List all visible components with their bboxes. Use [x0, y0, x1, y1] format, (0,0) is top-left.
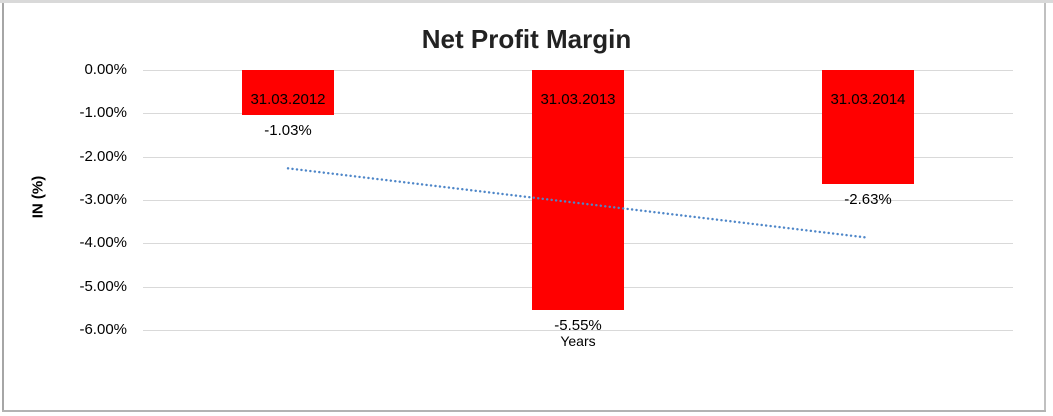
y-tick-label: -5.00% [79, 277, 127, 295]
bar-category-label: 31.03.2012 [250, 91, 326, 108]
bar-value-label: -5.55% [554, 317, 602, 335]
chart-border-bottom [2, 410, 1046, 412]
bar[interactable] [822, 70, 914, 184]
bar-category-label: 31.03.2014 [830, 91, 906, 108]
y-tick-label: -4.00% [79, 234, 127, 252]
bar-category-label: 31.03.2013 [540, 91, 616, 108]
bar[interactable] [242, 70, 334, 115]
chart-border-top [0, 0, 1053, 3]
gridline [143, 329, 1013, 331]
chart-border-right [1044, 3, 1046, 411]
chart-border-left [2, 3, 4, 411]
y-tick-label: -3.00% [79, 190, 127, 208]
y-tick-label: -6.00% [79, 320, 127, 338]
y-tick-label: -1.00% [79, 104, 127, 122]
y-tick-label: -2.00% [79, 147, 127, 165]
bar-value-label: -1.03% [264, 121, 312, 139]
x-axis-title: Years [560, 333, 596, 349]
chart-title: Net Profit Margin [421, 24, 632, 54]
bar-value-label: -2.63% [844, 190, 892, 208]
y-tick-label: 0.00% [84, 61, 127, 78]
